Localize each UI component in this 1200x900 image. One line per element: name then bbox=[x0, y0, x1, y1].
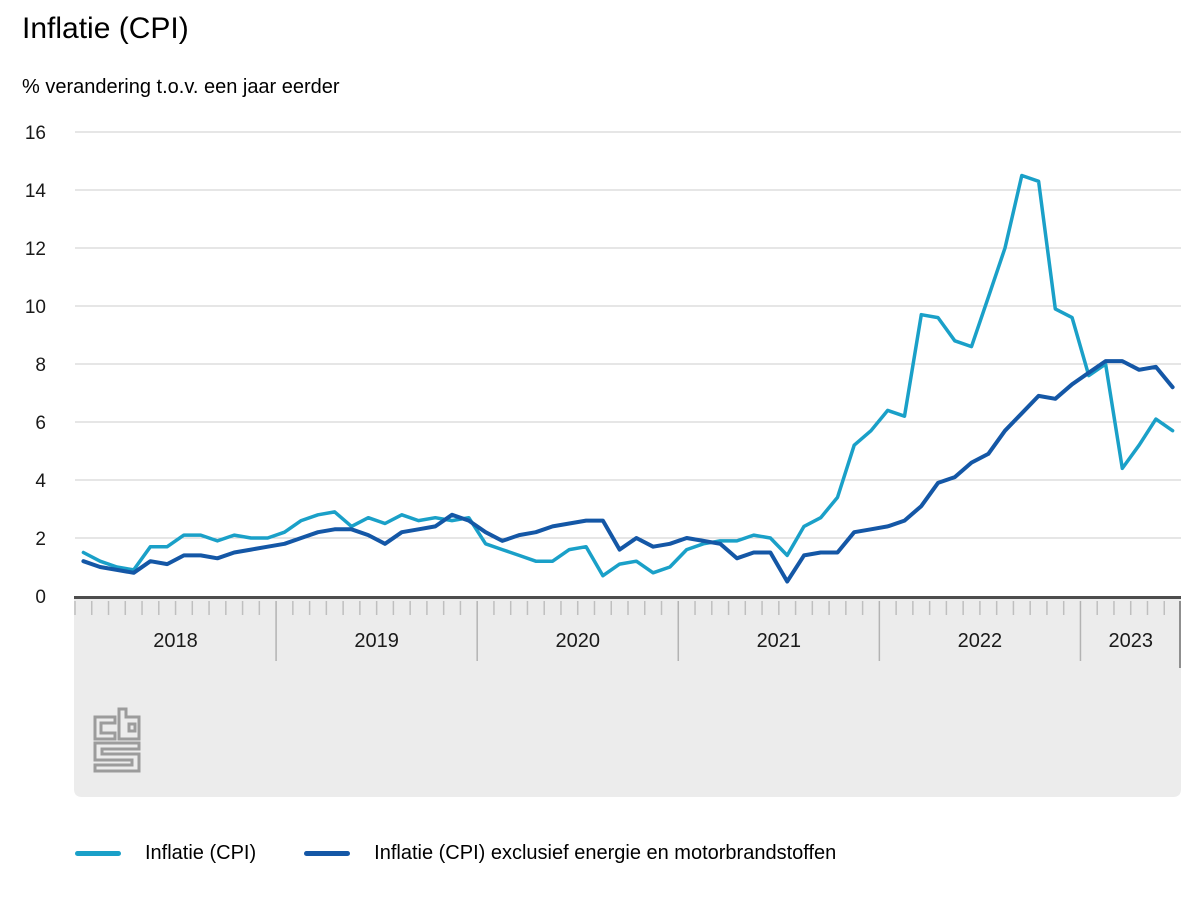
y-axis-tick-label: 4 bbox=[35, 471, 46, 492]
series-line-cpi bbox=[81, 173, 1175, 578]
series-line-core bbox=[81, 359, 1175, 584]
legend-label-core: Inflatie (CPI) exclusief energie en moto… bbox=[374, 842, 837, 864]
legend-label-cpi: Inflatie (CPI) bbox=[145, 842, 257, 864]
legend-swatch-cpi bbox=[75, 851, 121, 856]
y-axis-tick-label: 2 bbox=[35, 529, 46, 550]
year-label: 2018 bbox=[153, 630, 198, 652]
y-axis-tick-label: 16 bbox=[25, 123, 46, 144]
cbs-logo-letter-s bbox=[93, 741, 141, 773]
year-label: 2019 bbox=[354, 630, 399, 652]
y-axis-tick-label: 12 bbox=[25, 239, 46, 260]
cbs-logo-letter-b bbox=[117, 707, 141, 741]
page-title: Inflatie (CPI) bbox=[22, 12, 189, 45]
chart-subtitle: % verandering t.o.v. een jaar eerder bbox=[22, 76, 340, 98]
legend-item-cpi[interactable]: Inflatie (CPI) bbox=[75, 842, 256, 865]
year-label: 2023 bbox=[1108, 630, 1153, 652]
y-axis-tick-label: 6 bbox=[35, 413, 46, 434]
axis-band bbox=[74, 598, 1181, 797]
year-label: 2020 bbox=[555, 630, 600, 652]
legend-item-core[interactable]: Inflatie (CPI) exclusief energie en moto… bbox=[304, 842, 836, 865]
y-axis-tick-label: 10 bbox=[25, 297, 46, 318]
year-label: 2021 bbox=[757, 630, 802, 652]
year-label: 2022 bbox=[958, 630, 1003, 652]
legend-swatch-core bbox=[304, 851, 351, 856]
cbs-logo-letter-c bbox=[93, 715, 117, 741]
inflation-chart: 0 2 4 6 8 10 12 14 16 2018 2019 2020 2021 2022 2023 bbox=[25, 123, 1181, 797]
y-axis-tick-label: 0 bbox=[35, 587, 46, 608]
chart-legend: Inflatie (CPI) Inflatie (CPI) exclusief … bbox=[75, 842, 836, 865]
y-axis-tick-label: 14 bbox=[25, 181, 47, 202]
y-axis-tick-label: 8 bbox=[35, 355, 46, 376]
cbs-logo bbox=[93, 707, 141, 773]
